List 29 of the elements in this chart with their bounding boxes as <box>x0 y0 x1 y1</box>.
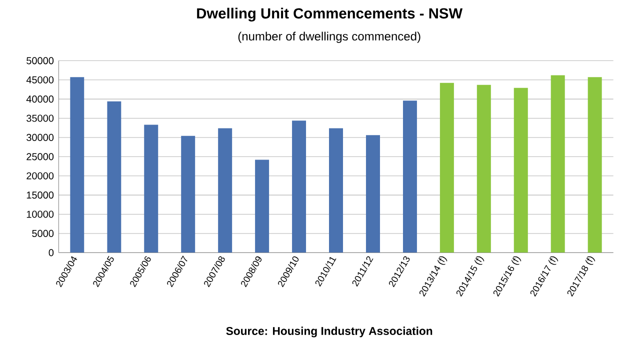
y-tick-label: 50000 <box>26 57 54 64</box>
bar <box>476 85 491 253</box>
y-tick-label: 5000 <box>32 230 54 238</box>
source-note: Source: Housing Industry Association <box>226 326 432 338</box>
bar <box>292 120 306 253</box>
bar <box>144 124 158 253</box>
y-tick-label: 0 <box>48 249 54 256</box>
y-tick-label: 10000 <box>26 210 54 218</box>
bar <box>70 77 84 253</box>
y-tick-label: 30000 <box>26 134 54 142</box>
bar <box>107 102 122 253</box>
y-tick-label: 20000 <box>26 172 54 180</box>
bar <box>402 100 417 253</box>
y-tick-label: 40000 <box>26 96 54 103</box>
bar <box>181 136 196 253</box>
bar <box>440 83 454 253</box>
y-tick-label: 25000 <box>26 153 54 160</box>
bar <box>329 128 344 253</box>
bar <box>588 77 602 253</box>
chart-subtitle: (number of dwellings commenced) <box>238 32 420 44</box>
bar <box>550 75 565 253</box>
y-tick-label: 45000 <box>26 76 54 84</box>
bar <box>218 128 232 253</box>
y-tick-label: 15000 <box>26 192 54 199</box>
bar <box>366 135 380 253</box>
bar <box>514 88 528 253</box>
chart-title: Dwelling Unit Commencements - NSW <box>197 8 463 22</box>
y-tick-label: 35000 <box>26 114 54 122</box>
bar <box>255 160 270 253</box>
